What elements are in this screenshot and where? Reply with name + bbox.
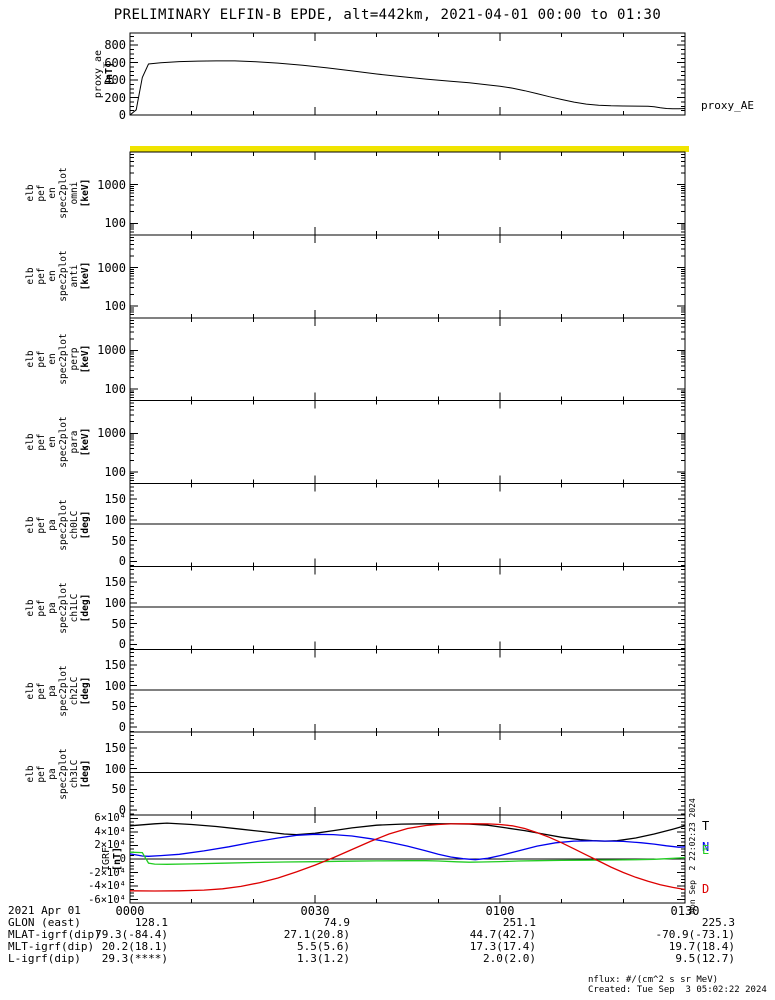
table-value: 9.5(12.7) xyxy=(675,952,735,965)
y-tick-label: 100 xyxy=(104,678,126,693)
table-row-label: L-igrf(dip) xyxy=(8,952,81,965)
y-tick-label: 4×10⁴ xyxy=(94,825,126,838)
proxy-ae-panel xyxy=(129,32,686,116)
legend-e-label: E xyxy=(702,842,710,857)
y-tick-label: 50 xyxy=(111,699,126,714)
y-tick-label: 100 xyxy=(104,299,126,314)
y-tick-label: 600 xyxy=(104,55,126,70)
y-tick-label: 150 xyxy=(104,657,126,672)
y-tick-label: 400 xyxy=(104,73,126,88)
y-tick-label: -6×10⁴ xyxy=(88,893,126,906)
y-tick-label: 800 xyxy=(104,38,126,53)
x-tick-label: 0100 xyxy=(485,904,515,918)
proxy-ae-right-label: proxy_AE xyxy=(701,99,754,112)
panel-ylabel-line: [nT] xyxy=(104,61,115,87)
y-tick-label: 100 xyxy=(104,464,126,479)
y-tick-label: 1000 xyxy=(97,426,126,441)
table-value: 1.3(1.2) xyxy=(297,952,350,965)
panel-ylabel-line: [nT] xyxy=(112,846,123,872)
y-tick-label: 100 xyxy=(104,512,126,527)
spectro-panel-5 xyxy=(129,565,686,650)
flag-bar xyxy=(130,146,689,152)
legend-t-label: T xyxy=(702,818,710,833)
created-timestamp-label: Created: Tue Sep 3 05:02:22 2024 xyxy=(588,985,767,995)
panel-ylabel-line: elb xyxy=(25,764,36,783)
table-value: 128.1 xyxy=(134,916,168,929)
table-value: 29.3(****) xyxy=(101,952,168,965)
y-tick-label: 1000 xyxy=(97,260,126,275)
spectro-panel-0 xyxy=(129,151,686,236)
y-tick-label: -4×10⁴ xyxy=(88,880,126,893)
panel-ylabel-line: proxy_ae xyxy=(93,49,104,99)
igrf-n-curve xyxy=(129,833,686,861)
table-value: 20.2(18.1) xyxy=(101,940,168,953)
x-tick-label: 0000 xyxy=(115,904,145,918)
flux-units-label: nflux: #/(cm^2 s sr MeV) xyxy=(588,975,719,985)
spectro-panel-6 xyxy=(129,648,686,733)
y-tick-label: 50 xyxy=(111,533,126,548)
table-row-label: MLAT-igrf(dip) xyxy=(8,928,101,941)
y-tick-label: 0 xyxy=(118,803,126,818)
table-value: 79.3(-84.4) xyxy=(95,928,168,941)
y-tick-label: 6×10⁴ xyxy=(94,812,126,825)
table-value: 74.9 xyxy=(323,916,351,929)
y-tick-label: 150 xyxy=(104,740,126,755)
spectro-panel-2 xyxy=(129,317,686,402)
y-tick-label: 0 xyxy=(118,108,126,122)
table-value: 251.1 xyxy=(502,916,536,929)
spectro-panel-3 xyxy=(129,400,686,484)
panel-ylabel-line: IGRF xyxy=(101,846,112,872)
y-tick-label: 1000 xyxy=(97,177,126,192)
y-tick-label: 0 xyxy=(118,637,126,652)
y-tick-label: 50 xyxy=(111,616,126,631)
table-value: 44.7(42.7) xyxy=(469,928,536,941)
y-tick-label: 100 xyxy=(104,595,126,610)
spectro-panel-1 xyxy=(129,234,686,319)
panel-ylabel: proxy_ae [nT] xyxy=(93,14,115,134)
table-row-label: MLT-igrf(dip) xyxy=(8,940,95,953)
igrf-d-curve xyxy=(129,823,686,892)
y-tick-label: 0 xyxy=(119,853,126,865)
y-tick-label: 100 xyxy=(104,216,126,231)
table-value: 17.3(17.4) xyxy=(469,940,536,953)
table-value: 5.5(5.6) xyxy=(297,940,350,953)
table-value: 19.7(18.4) xyxy=(668,940,735,953)
y-tick-label: 100 xyxy=(104,382,126,396)
panel-ylabel-line: pef xyxy=(36,764,47,783)
x-tick-label: 0030 xyxy=(300,904,330,918)
table-value: 27.1(20.8) xyxy=(283,928,350,941)
side-timestamp-label: Mon Sep 2 22:02:23 2024 xyxy=(688,798,697,914)
y-tick-label: 50 xyxy=(111,782,126,797)
y-tick-label: 150 xyxy=(104,575,126,590)
y-tick-label: -2×10⁴ xyxy=(88,866,126,879)
spectro-panel-4 xyxy=(129,483,686,567)
y-tick-label: 200 xyxy=(104,90,126,105)
table-value: 225.3 xyxy=(701,916,735,929)
table-row-label: GLON (east) xyxy=(8,916,81,929)
spectro-panel-7 xyxy=(129,731,686,816)
plot-title: PRELIMINARY ELFIN-B EPDE, alt=442km, 202… xyxy=(113,7,662,23)
table-value: -70.9(-73.1) xyxy=(655,928,735,941)
y-tick-label: 100 xyxy=(104,761,126,776)
igrf-t-curve xyxy=(129,822,686,842)
y-tick-label: 1000 xyxy=(97,343,126,358)
igrf-e-curve xyxy=(129,851,686,865)
y-tick-label: 0 xyxy=(118,554,126,569)
table-value: 2.0(2.0) xyxy=(483,952,536,965)
panel-ylabel: IGRF [nT] xyxy=(101,799,123,919)
legend-n-label: N xyxy=(702,839,710,854)
y-tick-label: 2×10⁴ xyxy=(94,839,126,852)
proxy-ae-curve xyxy=(129,60,686,116)
y-tick-label: 0 xyxy=(118,720,126,735)
legend-d-label: D xyxy=(702,882,710,897)
x-tick-label: 0130 xyxy=(670,904,700,918)
date-label: 2021 Apr 01 xyxy=(8,904,81,917)
y-tick-label: 150 xyxy=(104,492,126,507)
